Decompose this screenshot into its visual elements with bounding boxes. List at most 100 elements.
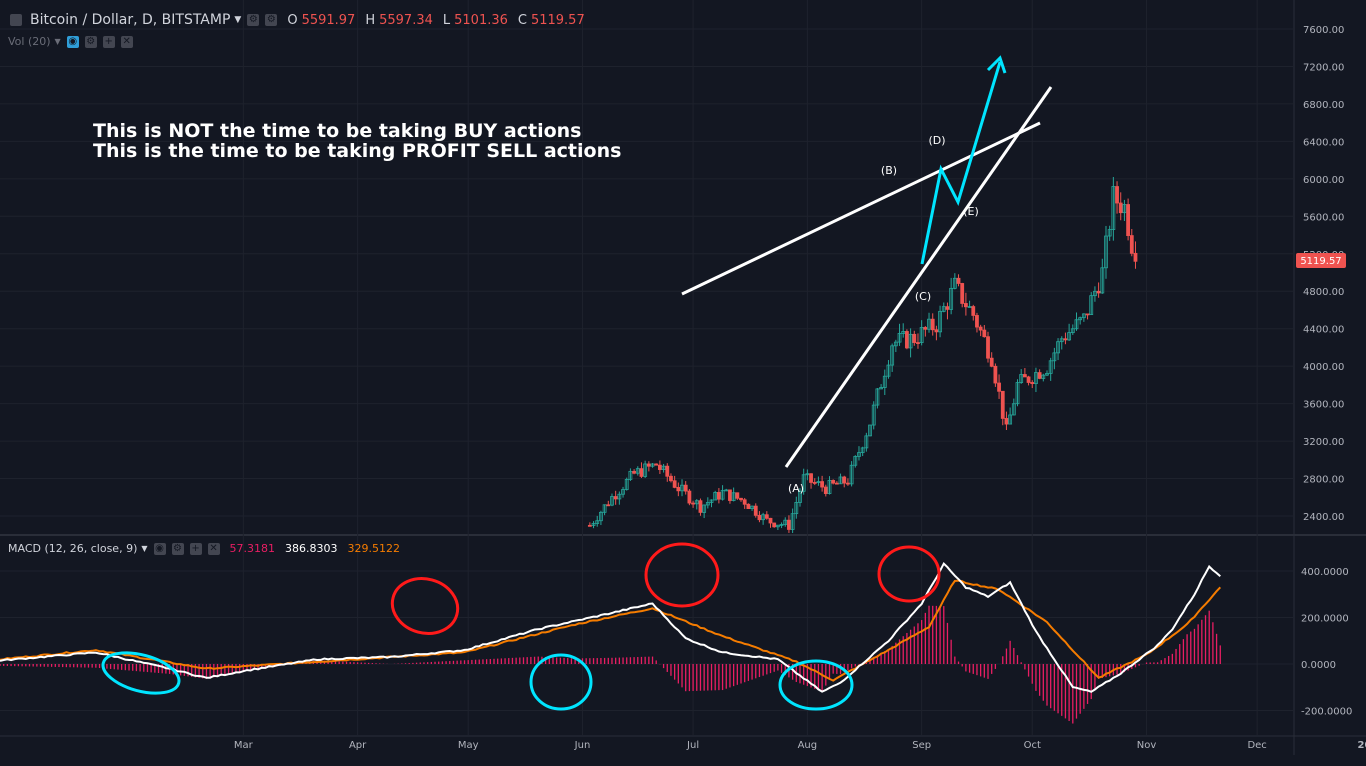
projection-arrowhead — [986, 55, 1007, 74]
eye-icon[interactable]: ◉ — [66, 35, 79, 48]
trough-highlight — [778, 659, 854, 711]
candle-body — [853, 456, 858, 466]
low-label: L — [442, 12, 451, 28]
candle-body — [927, 318, 931, 330]
macd-tick-label: -200.0000 — [1301, 707, 1352, 718]
macd-tick-label: 400.0000 — [1301, 567, 1349, 578]
candle-body — [989, 357, 994, 367]
candle-body — [1089, 295, 1094, 316]
candle-body — [820, 481, 825, 488]
gear-icon[interactable]: ⚙ — [265, 14, 278, 26]
candle-body — [783, 519, 788, 525]
candle-body — [982, 329, 987, 338]
candle-body — [595, 520, 600, 524]
candle-body — [639, 468, 644, 477]
candle-body — [945, 306, 950, 310]
last-price-label: 5119.57 — [1300, 256, 1341, 267]
candle-body — [705, 502, 710, 506]
macd-label[interactable]: MACD (12, 26, close, 9) — [8, 542, 138, 555]
panel-icon[interactable] — [10, 14, 22, 26]
candle-body — [1129, 235, 1134, 254]
wave-label: (B) — [881, 164, 897, 177]
candle-body — [963, 303, 968, 308]
candle-body — [779, 524, 784, 526]
eye-icon[interactable]: ◉ — [153, 542, 166, 555]
candle-body — [1004, 418, 1009, 425]
candle-body — [875, 388, 880, 406]
high-value: 5597.34 — [379, 12, 433, 28]
candle-body — [731, 492, 736, 501]
candle-body — [599, 511, 603, 522]
candle-body — [1045, 373, 1049, 376]
candle-body — [1107, 229, 1112, 237]
candle-body — [857, 452, 861, 457]
candle-body — [805, 473, 810, 476]
candle-body — [838, 476, 843, 485]
candle-body — [934, 329, 939, 333]
time-tick-label: Mar — [234, 740, 254, 751]
candle-body — [1034, 372, 1038, 385]
candle-body — [669, 475, 673, 482]
candle-body — [753, 505, 758, 516]
macd-line-value: 386.8303 — [285, 542, 338, 555]
candle-body — [764, 514, 769, 519]
candle-body — [742, 499, 747, 505]
candle-body — [746, 503, 751, 509]
candle-body — [905, 331, 909, 349]
close-icon[interactable]: ✕ — [207, 542, 220, 555]
candle-body — [643, 463, 648, 477]
candle-body — [724, 489, 729, 492]
candle-body — [602, 504, 607, 513]
candle-body — [916, 342, 920, 344]
candle-body — [831, 480, 836, 484]
candle-body — [757, 514, 762, 521]
settings-icon[interactable]: ⚙ — [247, 14, 260, 26]
macd-dropdown-icon[interactable]: ▼ — [141, 544, 148, 553]
gear-icon[interactable]: ⚙ — [171, 542, 184, 555]
price-tick-label: 3600.00 — [1303, 400, 1344, 411]
candle-body — [698, 500, 703, 513]
price-tick-label: 6400.00 — [1303, 137, 1344, 148]
plus-icon[interactable]: + — [189, 542, 202, 555]
candle-body — [930, 318, 935, 331]
gear-icon[interactable]: ⚙ — [84, 35, 97, 48]
candle-body — [790, 513, 795, 530]
wave-label: (A) — [788, 482, 804, 495]
candle-body — [1019, 374, 1024, 383]
candle-body — [1067, 332, 1072, 341]
candle-body — [901, 331, 906, 334]
volume-dropdown-icon[interactable]: ▼ — [54, 37, 61, 46]
candle-body — [617, 493, 622, 500]
close-icon[interactable]: ✕ — [120, 35, 133, 48]
time-tick-label: Nov — [1137, 740, 1157, 751]
candle-body — [687, 490, 692, 504]
candle-body — [624, 479, 629, 490]
candle-body — [960, 283, 965, 304]
candle-body — [893, 341, 898, 347]
symbol-title[interactable]: Bitcoin / Dollar, D, BITSTAMP — [30, 12, 231, 28]
bottom-toolbar — [0, 755, 1366, 762]
candle-body — [1100, 267, 1105, 294]
candle-body — [956, 277, 961, 284]
candle-body — [1104, 235, 1108, 269]
candle-body — [739, 497, 743, 501]
candle-body — [646, 463, 651, 467]
candle-body — [787, 519, 791, 530]
candle-body — [650, 463, 655, 467]
candle-body — [794, 502, 799, 515]
candle-body — [1008, 414, 1013, 425]
close-value: 5119.57 — [530, 12, 585, 28]
high-label: H — [365, 12, 376, 28]
symbol-dropdown-icon[interactable]: ▼ — [234, 15, 242, 25]
macd-line — [0, 561, 1221, 693]
candle-body — [1096, 290, 1101, 294]
volume-label[interactable]: Vol (20) — [8, 35, 51, 48]
plus-icon[interactable]: + — [102, 35, 115, 48]
candle-body — [801, 474, 806, 492]
candle-body — [908, 333, 913, 349]
candle-body — [1048, 360, 1053, 374]
annotation-line-2: This is the time to be taking PROFIT SEL… — [93, 140, 621, 162]
last-price-tag — [1296, 253, 1346, 268]
